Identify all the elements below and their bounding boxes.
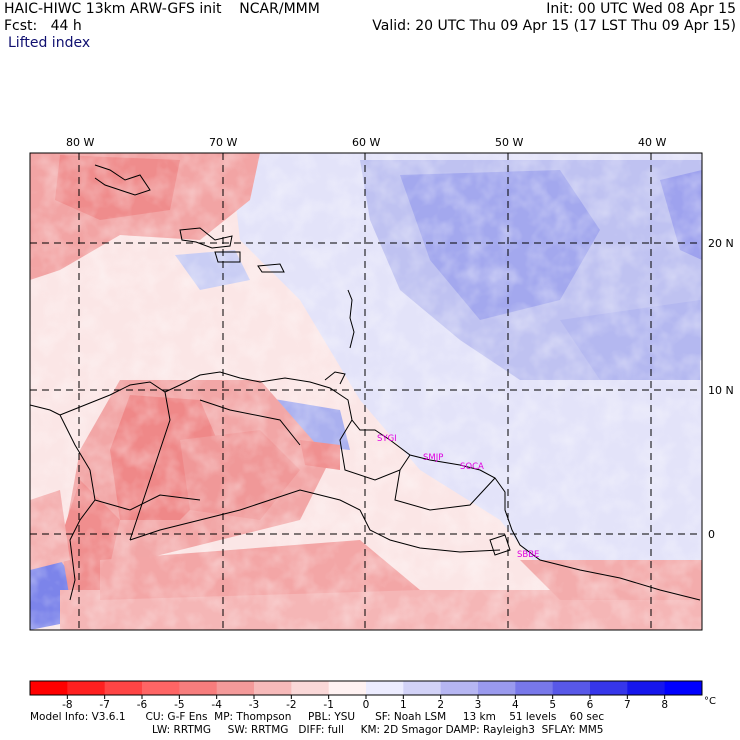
graticule <box>30 153 702 630</box>
colorbar-tick-label: 0 <box>363 699 370 710</box>
colorbar-tick-label: -8 <box>62 699 72 710</box>
colorbar-tick-label: 3 <box>475 699 482 710</box>
colorbar-tick-label: 4 <box>512 699 519 710</box>
colorbar-swatch <box>552 681 591 695</box>
lat-labels: 20 N 10 N 0 <box>708 237 734 541</box>
lon-label: 70 W <box>209 136 237 149</box>
lat-label: 10 N <box>708 384 734 397</box>
model-info-line-1: Model Info: V3.6.1 CU: G-F Ens MP: Thomp… <box>30 711 605 723</box>
colorbar-unit: °C <box>704 696 716 707</box>
colorbar-tick-label: 2 <box>437 699 444 710</box>
colorbar-tick-label: 6 <box>587 699 594 710</box>
colorbar-swatch <box>403 681 442 695</box>
colorbar-swatch <box>30 681 68 695</box>
colorbar: -8 -7 -6 -5 -4 -3 -2 -1 0 1 2 3 4 5 6 7 8 °C <box>29 680 716 710</box>
forecast-hour: Fcst: 44 h <box>4 18 82 34</box>
colorbar-swatch <box>590 681 628 695</box>
colorbar-swatch <box>216 681 255 695</box>
colorbar-swatch <box>440 681 479 695</box>
model-info-line-2: LW: RRTMG SW: RRTMG DIFF: full KM: 2D Sm… <box>152 724 604 736</box>
colorbar-tick-label: -1 <box>323 699 333 710</box>
colorbar-tick-label: -3 <box>249 699 259 710</box>
station-labels: SYGI SMJP SOCA SBBE <box>377 434 539 560</box>
shaded-field <box>30 153 702 630</box>
coastlines <box>29 164 701 601</box>
colorbar-tick-label: 1 <box>400 699 407 710</box>
station-label: SBBE <box>517 550 539 560</box>
colorbar-swatches <box>29 680 703 696</box>
colorbar-tick-label: 8 <box>661 699 668 710</box>
lon-label: 40 W <box>638 136 666 149</box>
valid-time: Valid: 20 UTC Thu 09 Apr 15 (17 LST Thu … <box>372 18 736 34</box>
colorbar-tick-label: -6 <box>137 699 148 710</box>
colorbar-tick-label: 5 <box>549 699 556 710</box>
station-label: SYGI <box>377 434 397 444</box>
lon-label: 50 W <box>495 136 523 149</box>
field-name: Lifted index <box>8 35 91 51</box>
colorbar-tick-label: -7 <box>99 699 109 710</box>
colorbar-swatch <box>254 681 292 695</box>
station-label: SOCA <box>460 462 484 472</box>
station-label: SMJP <box>423 453 443 463</box>
colorbar-swatch <box>291 681 330 695</box>
init-time: Init: 00 UTC Wed 08 Apr 15 <box>546 1 736 17</box>
colorbar-tick-label: -4 <box>211 699 222 710</box>
colorbar-swatch <box>478 681 516 695</box>
colorbar-swatch <box>179 681 218 695</box>
colorbar-swatch <box>328 681 367 695</box>
colorbar-swatch <box>104 681 143 695</box>
colorbar-swatch <box>664 681 703 695</box>
colorbar-swatch <box>515 681 554 695</box>
lon-label: 80 W <box>66 136 94 149</box>
colorbar-swatch <box>142 681 180 695</box>
colorbar-tick-label: -2 <box>286 699 296 710</box>
plot-title: HAIC-HIWC 13km ARW-GFS init NCAR/MMM <box>4 1 320 17</box>
colorbar-tick-label: -5 <box>174 699 184 710</box>
lat-label: 20 N <box>708 237 734 250</box>
lat-label: 0 <box>708 528 715 541</box>
lon-label: 60 W <box>352 136 380 149</box>
colorbar-tick-label: 7 <box>624 699 631 710</box>
lifted-index-map: 80 W 70 W 60 W 50 W 40 W 20 N 10 N 0 SYG… <box>29 136 734 631</box>
map-frame <box>29 152 703 631</box>
colorbar-swatch <box>67 681 106 695</box>
colorbar-swatch <box>627 681 666 695</box>
colorbar-swatch <box>366 681 404 695</box>
colorbar-ticks: -8 -7 -6 -5 -4 -3 -2 -1 0 1 2 3 4 5 6 7 8 <box>62 695 668 710</box>
lon-labels: 80 W 70 W 60 W 50 W 40 W <box>66 136 666 149</box>
